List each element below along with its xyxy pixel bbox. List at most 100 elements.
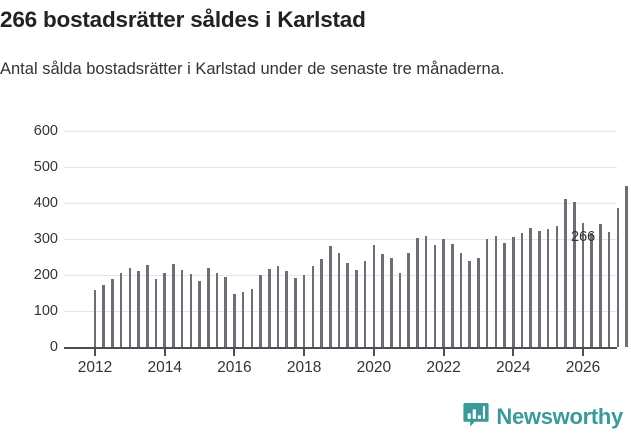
bar (180, 269, 184, 347)
bar (529, 228, 532, 347)
x-axis-tick (303, 349, 306, 356)
bar (477, 257, 480, 347)
bar (276, 266, 280, 347)
bar (424, 236, 428, 347)
bar (189, 273, 193, 347)
bar (137, 270, 140, 347)
gridline (64, 275, 617, 276)
bar (450, 244, 454, 347)
bar (102, 285, 105, 347)
x-axis-tick (94, 349, 96, 356)
bar (337, 252, 341, 347)
bar (372, 245, 376, 347)
x-axis-ticks (64, 349, 617, 357)
y-axis-tick-label: 200 (33, 267, 58, 283)
y-axis-labels: 0 100 200 300 400 500 600 (0, 118, 58, 386)
bar (546, 228, 550, 347)
gridline (64, 167, 617, 168)
y-axis-tick-label: 300 (33, 231, 58, 247)
bar (520, 232, 524, 347)
x-axis-tick-label: 2022 (426, 359, 461, 376)
gridline (64, 239, 617, 240)
logo-wordmark: Newsworthy (496, 404, 623, 429)
bar (320, 258, 323, 347)
bar (363, 260, 367, 347)
bar (328, 246, 332, 347)
bar (616, 208, 620, 347)
bar (625, 185, 628, 347)
x-axis-tick-label: 2024 (496, 359, 531, 376)
bar (503, 242, 506, 347)
y-axis-tick-label: 400 (33, 195, 58, 211)
y-axis-tick-label: 600 (33, 123, 58, 139)
bar (599, 223, 602, 347)
bar (172, 264, 175, 347)
bar-chart-speech-bubble-icon (463, 402, 490, 433)
bar (346, 263, 349, 347)
bar (381, 254, 384, 347)
x-axis-tick (582, 349, 584, 356)
bar-series (64, 118, 628, 386)
bar (224, 276, 227, 347)
bar (590, 232, 593, 347)
bar (93, 290, 97, 347)
bar (311, 265, 315, 347)
bar (485, 239, 489, 347)
bar (241, 292, 245, 347)
x-axis-tick (233, 349, 236, 356)
bar (267, 268, 271, 347)
bar (572, 202, 576, 347)
page-title: 266 bostadsrätter såldes i Karlstad (0, 7, 366, 32)
bar (163, 273, 166, 347)
x-axis-tick-label: 2016 (217, 359, 252, 376)
bar (145, 264, 149, 347)
bar (355, 269, 358, 347)
x-axis-tick (163, 349, 166, 356)
bar (564, 198, 567, 347)
bar (302, 275, 306, 347)
bar (119, 273, 123, 347)
gridline (64, 311, 617, 312)
x-axis-tick-label: 2014 (147, 359, 182, 376)
chart-area: 0 100 200 300 400 500 600 266 (0, 118, 631, 386)
page-subtitle: Antal sålda bostadsrätter i Karlstad und… (0, 60, 505, 78)
bar (555, 226, 559, 347)
plot-region (64, 118, 628, 386)
bar (459, 253, 463, 347)
bar (581, 222, 585, 347)
bar (111, 278, 114, 347)
bar (215, 273, 219, 347)
bar (154, 278, 158, 347)
x-axis-tick (512, 349, 515, 356)
bar (128, 267, 132, 347)
bar (259, 275, 262, 347)
bar (416, 237, 419, 347)
newsworthy-logo[interactable]: Newsworthy (463, 402, 623, 433)
bar (398, 273, 402, 347)
y-axis-tick-label: 0 (49, 339, 58, 355)
bar (206, 267, 210, 347)
x-axis-tick (372, 349, 375, 356)
bar (198, 281, 201, 347)
bar (468, 260, 471, 347)
bar (607, 231, 611, 347)
last-value-annotation: 266 (571, 229, 596, 246)
bar (433, 245, 437, 347)
y-axis-tick-label: 500 (33, 159, 58, 175)
bar (407, 252, 410, 347)
x-axis-tick (442, 349, 445, 356)
x-axis-tick-label: 2012 (77, 359, 113, 376)
gridline (64, 203, 617, 204)
bar (442, 239, 445, 347)
gridline (64, 131, 617, 132)
bar (233, 294, 236, 347)
x-axis-tick-label: 2020 (356, 359, 392, 376)
bar (285, 271, 288, 347)
y-axis-tick-label: 100 (33, 303, 58, 319)
bar (494, 236, 498, 347)
x-axis-tick-label: 2026 (565, 359, 601, 376)
bar (511, 237, 515, 347)
x-axis-labels: 2012 2014 2016 2018 2020 2022 2024 2026 (64, 359, 617, 381)
bar (250, 289, 254, 347)
